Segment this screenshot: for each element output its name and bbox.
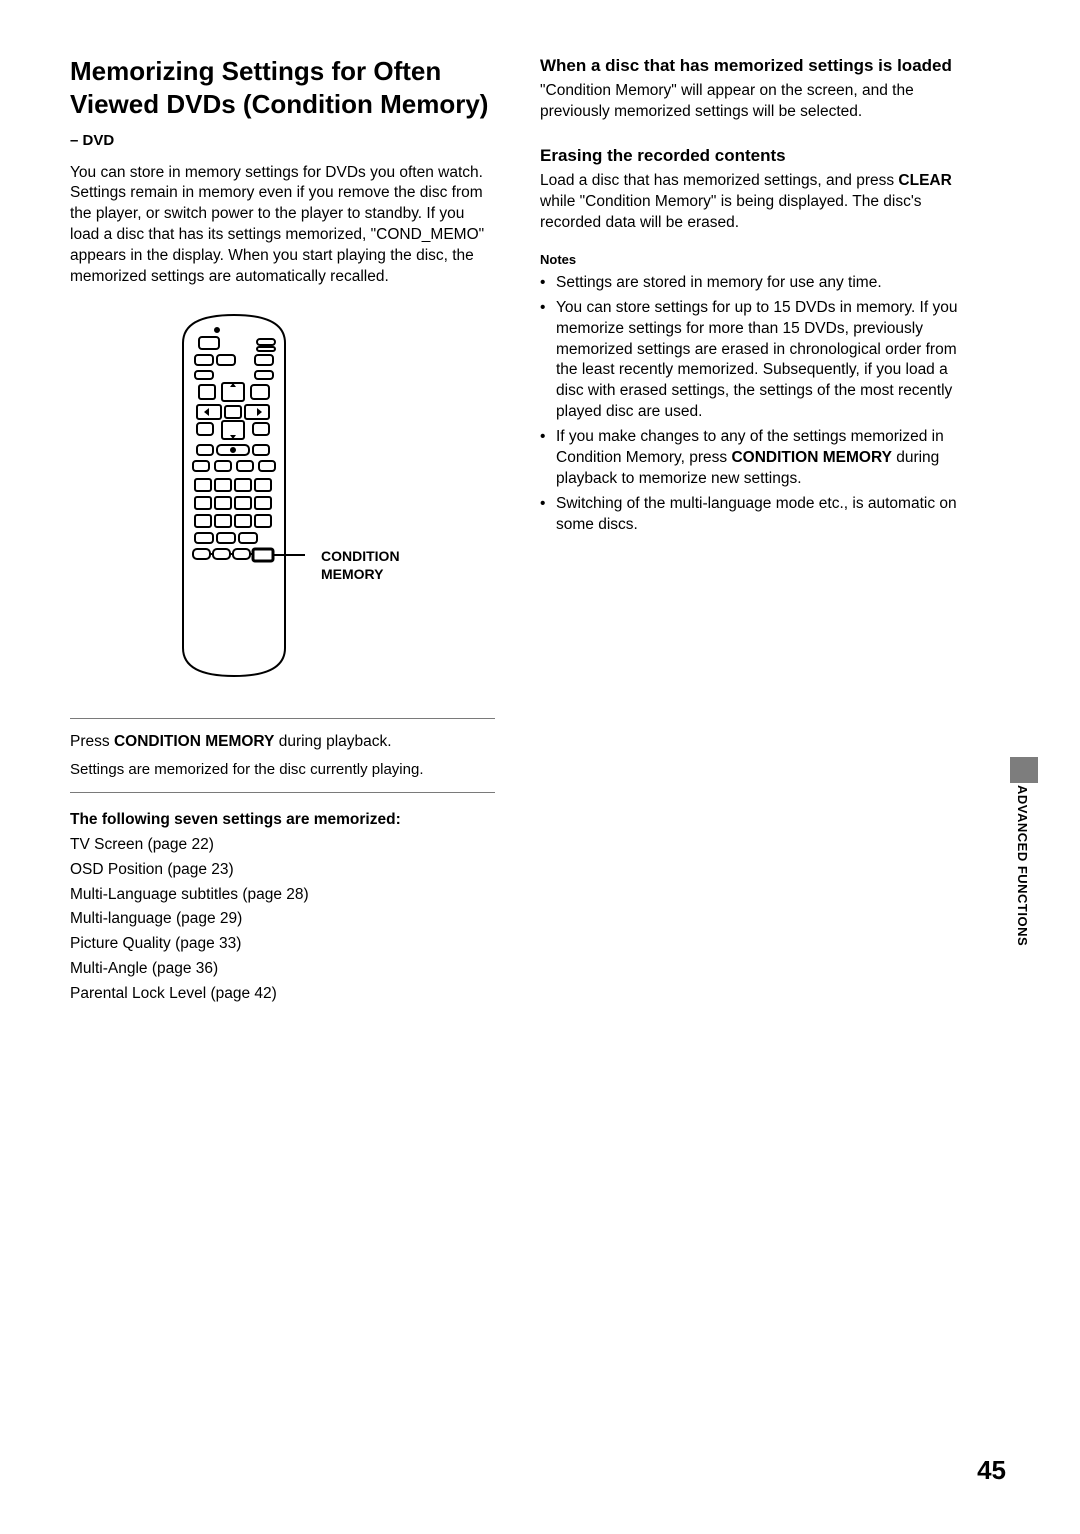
subsection-erasing-head: Erasing the recorded contents — [540, 145, 970, 167]
notes-list: Settings are stored in memory for use an… — [540, 273, 970, 536]
step-suffix: during playback. — [274, 733, 391, 750]
notes-heading: Notes — [540, 252, 970, 267]
setting-2: Multi-Language subtitles (page 28) — [70, 883, 495, 908]
step-instruction: Press CONDITION MEMORY during playback. — [70, 733, 495, 751]
note-4: Switching of the multi-language mode etc… — [540, 494, 970, 536]
subsection-loaded-body: "Condition Memory" will appear on the sc… — [540, 81, 970, 123]
remote-icon — [175, 313, 307, 678]
intro-paragraph: You can store in memory settings for DVD… — [70, 163, 495, 289]
setting-0: TV Screen (page 22) — [70, 833, 495, 858]
subsection-loaded-head: When a disc that has memorized settings … — [540, 55, 970, 77]
erase-p-a: Load a disc that has memorized settings,… — [540, 172, 898, 189]
step-subtext: Settings are memorized for the disc curr… — [70, 761, 495, 778]
step-prefix: Press — [70, 733, 114, 750]
remote-callout-label: CONDITION MEMORY — [321, 547, 400, 583]
subsection-erasing-body: Load a disc that has memorized settings,… — [540, 171, 970, 234]
erase-p-b: while "Condition Memory" is being displa… — [540, 193, 922, 231]
side-tab — [1010, 757, 1038, 783]
title-suffix: – DVD — [70, 132, 114, 149]
step-bold: CONDITION MEMORY — [114, 733, 274, 750]
settings-list-head: The following seven settings are memoriz… — [70, 811, 495, 829]
page-number: 45 — [977, 1455, 1006, 1486]
left-column: Memorizing Settings for Often Viewed DVD… — [70, 55, 495, 1007]
setting-3: Multi-language (page 29) — [70, 907, 495, 932]
divider-top — [70, 718, 495, 719]
note-1: Settings are stored in memory for use an… — [540, 273, 970, 294]
note-3-bold: CONDITION MEMORY — [731, 449, 891, 466]
page-columns: Memorizing Settings for Often Viewed DVD… — [70, 55, 1010, 1007]
right-column: When a disc that has memorized settings … — [540, 55, 970, 1007]
section-title: Memorizing Settings for Often Viewed DVD… — [70, 55, 495, 153]
remote-label-l2: MEMORY — [321, 566, 383, 582]
divider-bottom — [70, 792, 495, 793]
note-2: You can store settings for up to 15 DVDs… — [540, 298, 970, 424]
setting-1: OSD Position (page 23) — [70, 858, 495, 883]
title-main: Memorizing Settings for Often Viewed DVD… — [70, 56, 488, 119]
erase-p-bold: CLEAR — [898, 172, 951, 189]
setting-6: Parental Lock Level (page 42) — [70, 982, 495, 1007]
setting-4: Picture Quality (page 33) — [70, 932, 495, 957]
remote-figure: CONDITION MEMORY — [175, 313, 495, 678]
remote-label-l1: CONDITION — [321, 548, 400, 564]
setting-5: Multi-Angle (page 36) — [70, 957, 495, 982]
side-section-label: ADVANCED FUNCTIONS — [1015, 785, 1030, 946]
note-3: If you make changes to any of the settin… — [540, 427, 970, 490]
